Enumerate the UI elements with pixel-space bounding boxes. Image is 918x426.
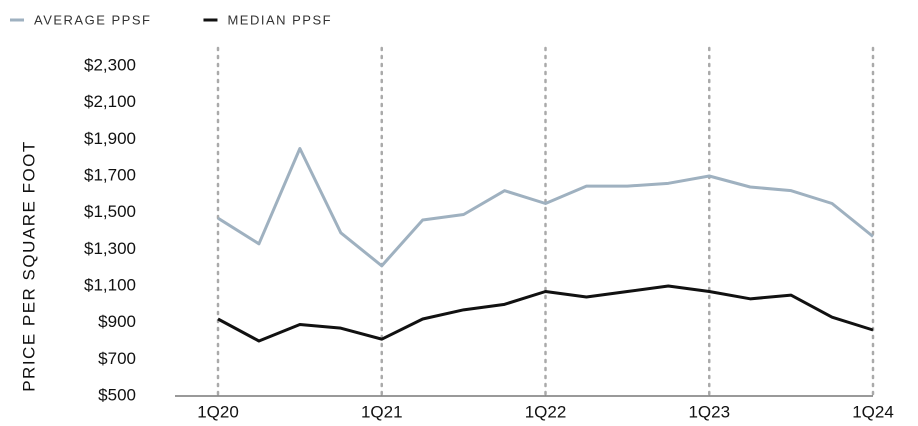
x-tick-label: 1Q20 bbox=[197, 402, 239, 421]
x-tick-label: 1Q21 bbox=[361, 402, 403, 421]
x-tick-label: 1Q23 bbox=[688, 402, 730, 421]
x-tick-label: 1Q24 bbox=[852, 402, 894, 421]
line-series bbox=[217, 147, 874, 268]
y-tick-label: $2,100 bbox=[84, 92, 136, 111]
legend-label: MEDIAN PPSF bbox=[227, 12, 332, 27]
y-tick-label: $1,900 bbox=[84, 129, 136, 148]
y-tick-label: $700 bbox=[98, 349, 136, 368]
y-tick-label: $1,300 bbox=[84, 239, 136, 258]
line-series bbox=[217, 284, 874, 343]
y-tick-label: $500 bbox=[98, 385, 136, 404]
x-tick-label: 1Q22 bbox=[525, 402, 567, 421]
y-tick-label: $1,700 bbox=[84, 165, 136, 184]
y-axis-title: PRICE PER SQUARE FOOT bbox=[19, 140, 38, 392]
y-tick-label: $1,100 bbox=[84, 275, 136, 294]
y-tick-label: $1,500 bbox=[84, 202, 136, 221]
y-tick-label: $2,300 bbox=[84, 55, 136, 74]
legend-label: AVERAGE PPSF bbox=[34, 12, 151, 27]
y-tick-label: $900 bbox=[98, 312, 136, 331]
